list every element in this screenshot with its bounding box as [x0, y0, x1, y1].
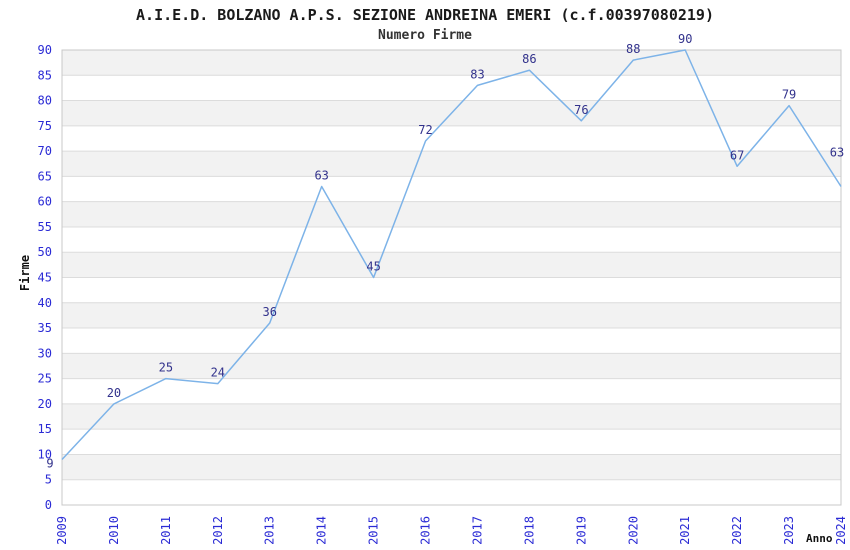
y-tick-label: 70 [38, 144, 52, 158]
plot-band [62, 454, 841, 480]
x-tick-label: 2023 [782, 516, 796, 545]
data-label: 63 [830, 146, 844, 160]
x-tick-label: 2009 [55, 516, 69, 545]
x-tick-label: 2022 [730, 516, 744, 545]
x-tick-label: 2014 [315, 516, 329, 545]
data-label: 86 [522, 52, 536, 66]
y-tick-label: 50 [38, 245, 52, 259]
y-tick-label: 85 [38, 68, 52, 82]
x-tick-label: 2019 [574, 516, 588, 545]
x-tick-label: 2021 [678, 516, 692, 545]
plot-band [62, 252, 841, 278]
y-tick-label: 5 [45, 473, 52, 487]
y-tick-label: 10 [38, 447, 52, 461]
y-tick-label: 15 [38, 422, 52, 436]
data-label: 67 [730, 148, 744, 162]
data-label: 90 [678, 32, 692, 46]
y-tick-label: 75 [38, 119, 52, 133]
data-label: 83 [470, 67, 484, 81]
plot-band [62, 302, 841, 329]
plot-band [62, 403, 841, 430]
x-tick-label: 2015 [367, 516, 381, 545]
plot-band [62, 353, 841, 379]
plot-border [61, 49, 842, 506]
y-tick-label: 0 [45, 498, 52, 512]
data-label: 63 [314, 169, 328, 183]
y-tick-label: 45 [38, 271, 52, 285]
y-tick-label: 20 [38, 397, 52, 411]
y-tick-label: 55 [38, 220, 52, 234]
x-axis-title: Anno [806, 532, 833, 545]
x-tick-label: 2024 [834, 516, 848, 545]
x-tick-label: 2010 [107, 516, 121, 545]
series-line [61, 49, 842, 461]
plot-band [62, 50, 841, 76]
x-tick-label: 2017 [470, 516, 484, 545]
x-tick-label: 2016 [419, 516, 433, 545]
y-tick-label: 30 [38, 346, 52, 360]
data-label: 36 [263, 305, 277, 319]
data-label: 9 [46, 457, 53, 471]
y-tick-label: 80 [38, 94, 52, 108]
data-label: 20 [107, 386, 121, 400]
data-label: 79 [782, 88, 796, 102]
y-tick-label: 25 [38, 372, 52, 386]
chart-title: A.I.E.D. BOLZANO A.P.S. SEZIONE ANDREINA… [136, 6, 714, 24]
y-tick-label: 65 [38, 169, 52, 183]
y-tick-label: 35 [38, 321, 52, 335]
y-tick-label: 60 [38, 195, 52, 209]
data-label: 76 [574, 103, 588, 117]
y-tick-label: 90 [38, 43, 52, 57]
data-label: 45 [366, 260, 380, 274]
data-label: 25 [159, 361, 173, 375]
y-tick-label: 40 [38, 296, 52, 310]
x-tick-label: 2020 [626, 516, 640, 545]
x-tick-label: 2011 [159, 516, 173, 545]
plot-band [62, 151, 841, 177]
data-label: 24 [211, 366, 225, 380]
x-tick-label: 2018 [522, 516, 536, 545]
x-tick-label: 2013 [263, 516, 277, 545]
data-label: 72 [418, 123, 432, 137]
chart-subtitle: Numero Firme [378, 28, 472, 43]
plot-band [62, 201, 841, 227]
data-label: 88 [626, 42, 640, 56]
x-tick-label: 2012 [211, 516, 225, 545]
